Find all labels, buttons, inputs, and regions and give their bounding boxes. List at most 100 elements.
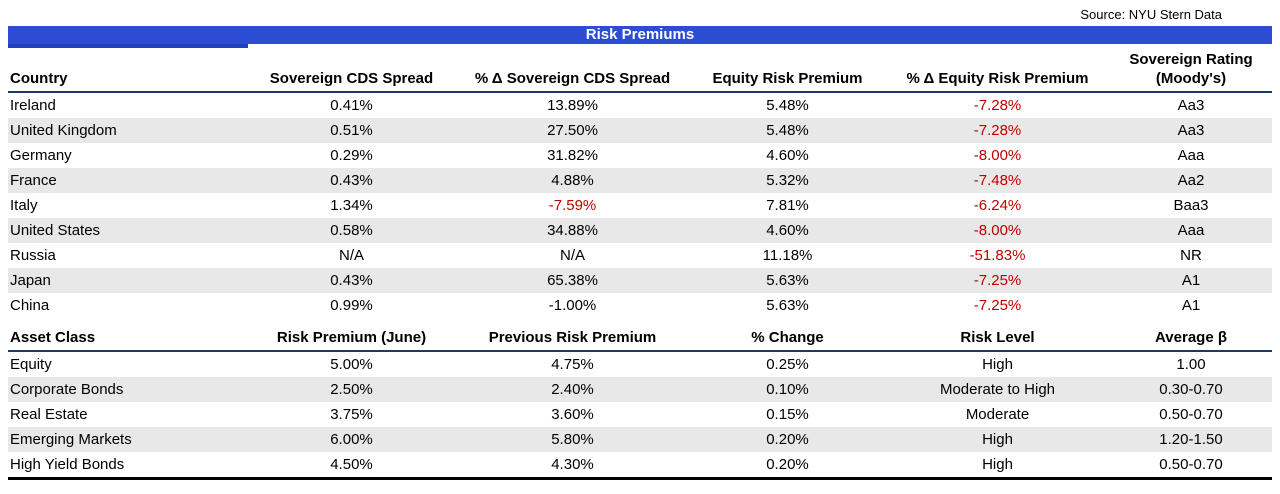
erp-cell: 5.63% [766,272,809,289]
table-row: France 0.43% 4.88% 5.32% -7.48% Aa2 [8,168,1272,193]
cds-spread-cell: 0.43% [330,172,373,189]
country-cell: Ireland [10,97,56,114]
risk-premium-cell: 6.00% [330,431,373,448]
country-cell: Japan [10,272,51,289]
col-header-country: Country [8,48,248,93]
table-row: Real Estate 3.75% 3.60% 0.15% Moderate 0… [8,402,1272,427]
rating-cell: NR [1180,247,1202,264]
rating-header-line2: (Moody's) [1155,70,1227,87]
average-beta-cell: 0.50-0.70 [1159,456,1223,473]
erp-cell: 4.60% [766,222,809,239]
source-note: Source: NYU Stern Data [1080,7,1222,22]
table-row: Russia N/A N/A 11.18% -51.83% NR [8,243,1272,268]
report-body: Risk Premiums Country Sovereign CDS Spre… [8,26,1272,480]
table-row: China 0.99% -1.00% 5.63% -7.25% A1 [8,293,1272,318]
erp-cell: 11.18% [762,247,813,264]
cds-spread-cell: 0.43% [330,272,373,289]
erp-change-cell: -7.48% [973,172,1022,189]
rating-cell: Aa3 [1177,97,1205,114]
cds-change-cell: 34.88% [547,222,598,239]
country-table-header-row: Country Sovereign CDS Spread % Δ Soverei… [8,48,1272,93]
rating-cell: Aaa [1177,147,1205,164]
cds-change-cell: 13.89% [547,97,598,114]
rating-cell: A1 [1181,297,1201,314]
cds-change-cell: 31.82% [547,147,598,164]
erp-change-cell: -7.25% [973,272,1022,289]
erp-cell: 7.81% [766,197,809,214]
asset-class-cell: High Yield Bonds [10,456,125,473]
table-row: Italy 1.34% -7.59% 7.81% -6.24% Baa3 [8,193,1272,218]
erp-change-cell: -6.24% [973,197,1022,214]
risk-level-cell: Moderate to High [939,381,1056,398]
previous-premium-cell: 3.60% [551,406,594,423]
col-header-cds-change: % Δ Sovereign CDS Spread [455,48,690,93]
table-row: Japan 0.43% 65.38% 5.63% -7.25% A1 [8,268,1272,293]
average-beta-cell: 1.20-1.50 [1159,431,1223,448]
rating-cell: Aa3 [1177,122,1205,139]
table-row: United States 0.58% 34.88% 4.60% -8.00% … [8,218,1272,243]
cds-spread-cell: 0.51% [330,122,373,139]
previous-premium-cell: 4.75% [551,356,594,373]
table-row: Corporate Bonds 2.50% 2.40% 0.10% Modera… [8,377,1272,402]
cds-spread-cell: 0.58% [330,222,373,239]
erp-cell: 5.48% [766,122,809,139]
cds-change-cell: 4.88% [551,172,594,189]
country-cell: China [10,297,50,314]
col-header-cds-spread: Sovereign CDS Spread [248,48,455,93]
title-bar-left-step [8,44,248,48]
table-row: Germany 0.29% 31.82% 4.60% -8.00% Aaa [8,143,1272,168]
asset-class-cell: Emerging Markets [10,431,132,448]
country-cell: Russia [10,247,56,264]
asset-class-cell: Real Estate [10,406,88,423]
col-header-erp-change: % Δ Equity Risk Premium [885,48,1110,93]
erp-change-cell: -7.28% [973,122,1022,139]
rating-cell: Baa3 [1173,197,1209,214]
col-header-previous-risk-premium: Previous Risk Premium [455,324,690,352]
col-header-risk-level: Risk Level [885,324,1110,352]
asset-class-table: Asset Class Risk Premium (June) Previous… [8,324,1272,480]
risk-premium-cell: 4.50% [330,456,373,473]
table-row: High Yield Bonds 4.50% 4.30% 0.20% High … [8,452,1272,479]
previous-premium-cell: 4.30% [551,456,594,473]
country-cell: Italy [10,197,38,214]
risk-level-cell: High [982,431,1013,448]
country-cell: United Kingdom [10,122,117,139]
cds-spread-cell: N/A [338,247,364,264]
cds-spread-cell: 0.41% [330,97,373,114]
risk-level-cell: Moderate [965,406,1030,423]
rating-header-line1: Sovereign Rating [1129,51,1253,68]
previous-premium-cell: 5.80% [551,431,594,448]
country-cell: France [10,172,57,189]
col-header-pct-change: % Change [690,324,885,352]
cds-change-cell: 27.50% [547,122,598,139]
asset-class-cell: Equity [10,356,52,373]
risk-level-cell: High [982,456,1013,473]
average-beta-cell: 0.50-0.70 [1159,406,1223,423]
table-row: Ireland 0.41% 13.89% 5.48% -7.28% Aa3 [8,92,1272,118]
table-row: United Kingdom 0.51% 27.50% 5.48% -7.28%… [8,118,1272,143]
cds-change-cell: -7.59% [548,197,597,214]
col-header-asset-class: Asset Class [8,324,248,352]
erp-change-cell: -7.25% [973,297,1022,314]
asset-class-cell: Corporate Bonds [10,381,124,398]
table-row: Emerging Markets 6.00% 5.80% 0.20% High … [8,427,1272,452]
erp-cell: 5.48% [766,97,809,114]
cds-spread-cell: 0.99% [330,297,373,314]
erp-change-cell: -51.83% [969,247,1026,264]
report-title: Risk Premiums [8,26,1272,44]
pct-change-cell: 0.20% [766,431,809,448]
table-row: Equity 5.00% 4.75% 0.25% High 1.00 [8,351,1272,377]
average-beta-cell: 1.00 [1176,356,1206,373]
risk-level-cell: High [982,356,1013,373]
cds-change-cell: 65.38% [547,272,598,289]
cds-change-cell: N/A [559,247,585,264]
pct-change-cell: 0.25% [766,356,809,373]
pct-change-cell: 0.20% [766,456,809,473]
risk-premium-cell: 5.00% [330,356,373,373]
risk-premium-cell: 3.75% [330,406,373,423]
rating-cell: A1 [1181,272,1201,289]
previous-premium-cell: 2.40% [551,381,594,398]
erp-cell: 5.63% [766,297,809,314]
cds-change-cell: -1.00% [548,297,597,314]
country-cell: Germany [10,147,72,164]
